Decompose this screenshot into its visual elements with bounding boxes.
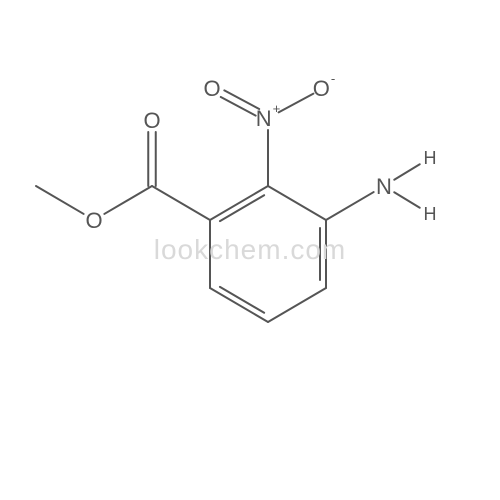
atom-label-N1: N+	[256, 101, 281, 131]
molecule-diagram: O O N+ O O- N H H	[0, 0, 500, 500]
atom-label-N2: N	[376, 174, 392, 199]
atom-label-H1: H	[424, 148, 437, 168]
atom-label-O2: O	[85, 208, 102, 233]
atom-label-H2: H	[424, 204, 437, 224]
atom-label-O3: O	[203, 76, 220, 101]
atom-label-O4: O-	[313, 71, 336, 101]
atom-label-O1: O	[143, 108, 160, 133]
